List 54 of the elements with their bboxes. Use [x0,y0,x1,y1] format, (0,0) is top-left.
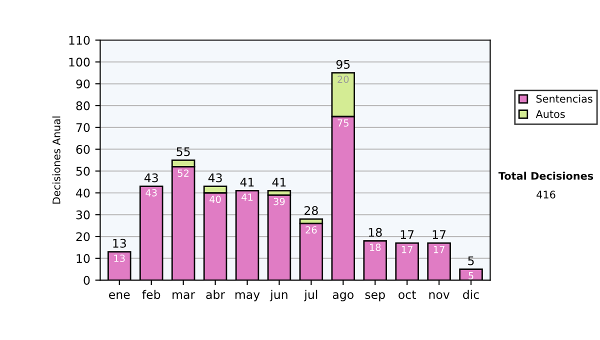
x-tick-label: dic [463,290,479,300]
data-label: 52 [178,169,189,177]
x-tick-label: sep [365,292,385,302]
y-tick-label: 60 [76,144,90,154]
x-tick-label: oct [398,290,416,300]
text: 416 [536,190,556,199]
data-label: 41 [242,194,253,201]
x-tick-label: nov [429,292,450,300]
y-axis-title: Decisiones Anual [52,116,60,204]
x-tick-label: may [235,292,260,302]
total-label: 43 [208,173,222,182]
data-label: 5 [468,272,474,280]
x-tick-label: mar [172,292,196,300]
y-tick-label: 90 [76,79,90,88]
y-tick-label: 110 [69,36,90,45]
text: Total Decisiones [498,172,594,180]
y-tick-label: 40 [76,188,90,198]
x-tick-label: jun [270,290,288,302]
total-label: 28 [304,206,318,216]
total-label: 41 [240,178,254,186]
data-label: 13 [114,254,125,262]
data-label: 17 [402,246,412,254]
data-label: 43 [146,189,157,196]
y-tick-label: 10 [76,254,90,263]
total-label: 17 [400,230,414,239]
total-label: 5 [468,256,474,266]
total-label: 43 [144,173,158,182]
y-tick-label: 70 [76,123,90,132]
x-tick-label: feb [142,290,160,300]
total-label: 55 [176,147,190,156]
legend-label: Autos [536,110,565,118]
y-tick-label: 30 [76,210,90,220]
y-tick-label: 80 [76,101,90,110]
x-tick-label: ago [332,292,354,302]
x-tick-label: ene [109,292,130,300]
total-label: 17 [432,230,446,239]
total-label: 95 [336,60,350,69]
y-tick-label: 20 [76,232,90,242]
total-label: 18 [368,228,382,237]
data-label: 75 [338,119,348,127]
data-label: 40 [210,196,221,204]
x-tick-label: abr [206,290,226,300]
y-tick-label: 100 [69,58,90,67]
total-label: 13 [113,238,126,248]
x-tick-label: jul [304,290,318,302]
legend-label: Sentencias [536,94,592,103]
total-label: 41 [272,178,286,186]
data-label: 20 [338,76,349,83]
data-label: 18 [370,244,381,252]
data-label: 39 [274,198,285,206]
y-tick-label: 0 [84,276,90,285]
y-tick-label: 50 [76,166,90,176]
data-label: 17 [434,246,444,254]
data-label: 26 [306,226,317,234]
